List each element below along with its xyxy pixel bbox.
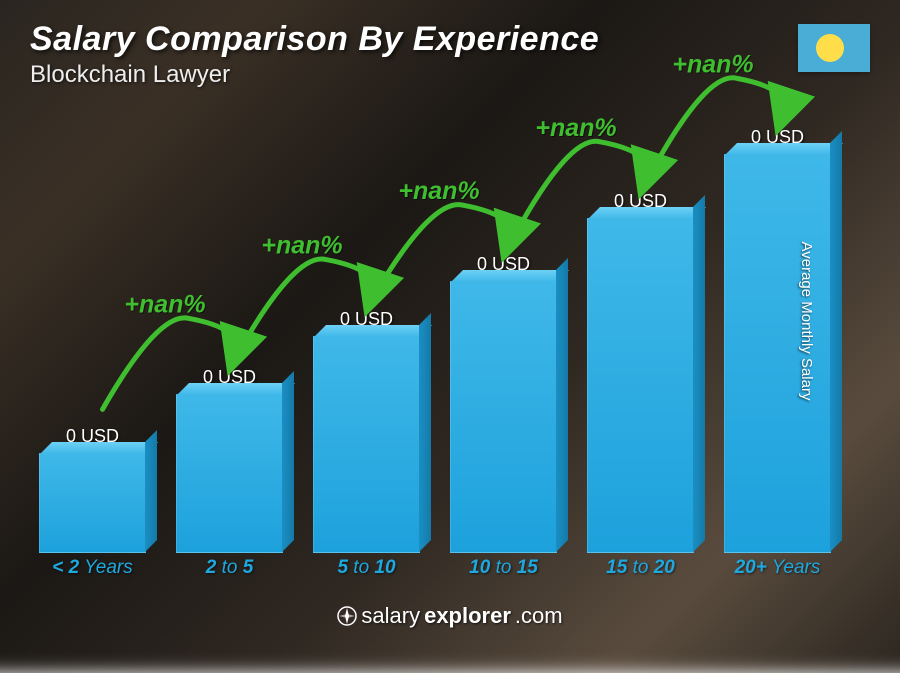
bar-x-label: 10 to 15	[469, 557, 538, 579]
bar-group: 0 USD5 to 10	[304, 100, 429, 553]
header: Salary Comparison By Experience Blockcha…	[30, 20, 870, 89]
bar	[450, 281, 558, 553]
chart-subtitle: Blockchain Lawyer	[30, 61, 599, 89]
bar	[176, 394, 284, 553]
flag-circle	[816, 34, 844, 62]
bar-x-label: 20+ Years	[735, 557, 821, 579]
content-wrap: Salary Comparison By Experience Blockcha…	[0, 0, 900, 641]
bar-group: 0 USD10 to 15	[441, 100, 566, 553]
brand-text-2: explorer	[424, 603, 511, 629]
titles: Salary Comparison By Experience Blockcha…	[30, 20, 599, 89]
bar-group: 0 USD< 2 Years	[30, 100, 155, 553]
y-axis-label: Average Monthly Salary	[798, 241, 815, 400]
bar	[724, 154, 832, 553]
brand-text-3: .com	[515, 603, 563, 629]
bar-x-label: < 2 Years	[52, 557, 132, 579]
bar-group: 0 USD2 to 5	[167, 100, 292, 553]
flag-icon	[798, 24, 870, 72]
bar-x-label: 15 to 20	[606, 557, 675, 579]
bar-x-label: 5 to 10	[337, 557, 395, 579]
bar-chart: 0 USD< 2 Years0 USD2 to 50 USD5 to 100 U…	[30, 100, 840, 581]
bar-x-label: 2 to 5	[206, 557, 254, 579]
brand-text-1: salary	[361, 603, 420, 629]
bar	[39, 453, 147, 553]
chart-title: Salary Comparison By Experience	[30, 20, 599, 59]
bar	[587, 218, 695, 553]
brand-logo: salaryexplorer.com	[337, 603, 562, 629]
bars-container: 0 USD< 2 Years0 USD2 to 50 USD5 to 100 U…	[30, 100, 840, 553]
compass-icon	[337, 606, 357, 626]
bar-group: 0 USD15 to 20	[578, 100, 703, 553]
footer: salaryexplorer.com	[0, 603, 900, 631]
bar-group: 0 USD20+ Years	[715, 100, 840, 553]
bar	[313, 336, 421, 553]
